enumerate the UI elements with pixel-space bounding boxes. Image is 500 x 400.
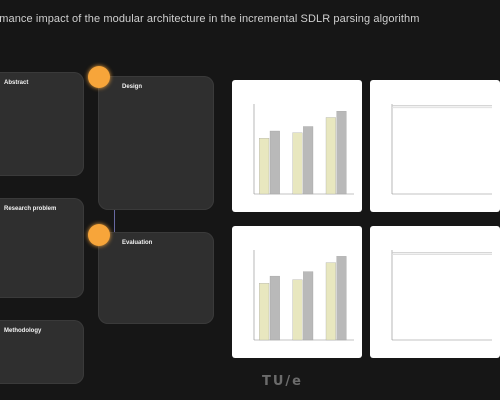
bar-series-1-2: [292, 279, 303, 341]
bar-series-1-3: [325, 262, 336, 341]
evaluation-card: Evaluation: [98, 232, 214, 324]
bar-series-2-3: [336, 111, 347, 195]
research-problem-heading: Research problem: [4, 206, 57, 212]
bar-series-2-2: [303, 271, 314, 341]
line-chart-1: [391, 104, 492, 195]
bar-series-1-3: [325, 117, 336, 195]
evaluation-marker-icon: [88, 224, 110, 246]
bar-chart-1: [253, 104, 354, 195]
chart-panel-4: [370, 226, 500, 358]
poster-title: ...rmance impact of the modular architec…: [0, 13, 420, 25]
design-marker-icon: [88, 66, 110, 88]
bar-series-2-1: [269, 275, 280, 341]
evaluation-heading: Evaluation: [122, 240, 153, 246]
bar-series-2-1: [269, 130, 280, 195]
methodology-heading: Methodology: [4, 328, 42, 334]
bar-series-1-1: [259, 283, 270, 341]
line-chart-2: [391, 250, 492, 341]
chart-panel-3: [232, 226, 362, 358]
design-heading: Design: [122, 84, 143, 90]
design-card: Design: [98, 76, 214, 210]
university-logo: TU/e: [262, 374, 303, 389]
bar-series-2-3: [336, 256, 347, 341]
abstract-heading: Abstract: [4, 80, 29, 86]
chart-panel-2: [370, 80, 500, 212]
research-problem-card: Research problem: [0, 198, 84, 298]
chart-panel-1: [232, 80, 362, 212]
methodology-card: Methodology: [0, 320, 84, 384]
bar-series-2-2: [303, 126, 314, 195]
bar-series-1-2: [292, 132, 303, 195]
connector-line: [114, 210, 115, 234]
bar-series-1-1: [259, 138, 270, 195]
bar-chart-2: [253, 250, 354, 341]
abstract-card: Abstract: [0, 72, 84, 176]
